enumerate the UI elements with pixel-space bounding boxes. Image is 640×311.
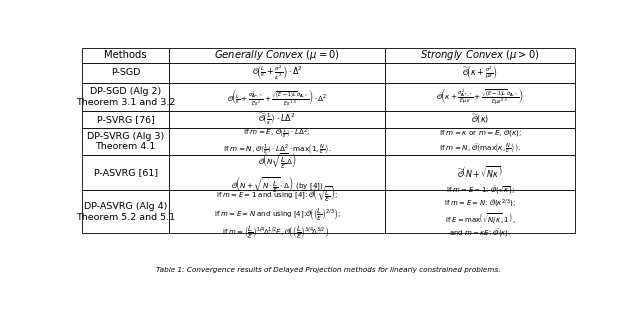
Text: P-SGD: P-SGD (111, 68, 140, 77)
Bar (169, 48, 385, 63)
Text: If $m=E=1$: $\widetilde{\mathcal{O}}(\sqrt{\kappa})$;
If $m=E=N$: $\widetilde{\m: If $m=E=1$: $\widetilde{\mathcal{O}}(\sq… (444, 185, 516, 239)
Text: If $m=E=1$ and using [4]: $\widetilde{\mathcal{O}}\!\left(\sqrt{\dfrac{L}{\varep: If $m=E=1$ and using [4]: $\widetilde{\m… (214, 183, 340, 240)
Bar (83, 155, 169, 190)
Bar (83, 48, 169, 63)
Text: Table 1: Convergence results of Delayed Projection methods for linearly constrai: Table 1: Convergence results of Delayed … (156, 267, 500, 273)
Bar (83, 190, 169, 234)
Bar (169, 155, 385, 190)
Text: DP-SGD (Alg 2)
Theorem 3.1 and 3.2: DP-SGD (Alg 2) Theorem 3.1 and 3.2 (76, 87, 175, 107)
Bar (385, 63, 575, 83)
Bar (385, 111, 575, 128)
Text: If $m=\kappa$ or $m=E$, $\widetilde{\mathcal{O}}(\kappa)$;
If $m=N$, $\widetilde: If $m=\kappa$ or $m=E$, $\widetilde{\mat… (438, 128, 522, 155)
Text: $\widetilde{\mathcal{O}}(\kappa)$: $\widetilde{\mathcal{O}}(\kappa)$ (471, 113, 489, 126)
Text: P-SVRG [76]: P-SVRG [76] (97, 115, 154, 124)
Text: $\widetilde{\mathcal{O}}\!\left(\frac{1}{\varepsilon}\right)\cdot L\Delta^2$: $\widetilde{\mathcal{O}}\!\left(\frac{1}… (259, 112, 296, 127)
Text: $\mathcal{O}\!\left(\frac{L}{\varepsilon}+\frac{\sigma_{\mathbf{A}^{\perp},*}^2}: $\mathcal{O}\!\left(\frac{L}{\varepsilon… (227, 87, 327, 107)
Text: DP-ASVRG (Alg 4)
Theorem 5.2 and 5.1: DP-ASVRG (Alg 4) Theorem 5.2 and 5.1 (76, 202, 175, 222)
Text: $\widetilde{\mathcal{O}}\!\left(N+\sqrt{N\kappa}\right)$: $\widetilde{\mathcal{O}}\!\left(N+\sqrt{… (457, 165, 503, 180)
Text: DP-SVRG (Alg 3)
Theorem 4.1: DP-SVRG (Alg 3) Theorem 4.1 (87, 132, 164, 151)
Bar (83, 63, 169, 83)
Text: Methods: Methods (104, 50, 147, 60)
Text: $\widetilde{\mathcal{O}}\!\left(\kappa+\frac{\sigma^2}{\mu\varepsilon}\right)$: $\widetilde{\mathcal{O}}\!\left(\kappa+\… (462, 64, 498, 81)
Bar (83, 128, 169, 155)
Text: $\widetilde{\mathcal{O}}\!\left(N\sqrt{\dfrac{L}{\varepsilon}}\Delta\right)$
$\w: $\widetilde{\mathcal{O}}\!\left(N\sqrt{\… (230, 151, 323, 195)
Bar (385, 190, 575, 234)
Bar (169, 111, 385, 128)
Bar (83, 83, 169, 111)
Text: $\mathcal{O}\!\left(\frac{L}{\varepsilon}+\frac{\sigma^2}{\varepsilon^2}\right)\: $\mathcal{O}\!\left(\frac{L}{\varepsilon… (252, 64, 303, 82)
Bar (385, 83, 575, 111)
Text: $\widetilde{\mathcal{O}}\!\left(\kappa+\frac{\sigma_{\mathbf{A}^{\perp},*}^2}{E\: $\widetilde{\mathcal{O}}\!\left(\kappa+\… (436, 87, 524, 107)
Bar (169, 128, 385, 155)
Bar (385, 48, 575, 63)
Text: Generally Convex $(\mu=0)$: Generally Convex $(\mu=0)$ (214, 49, 340, 63)
Bar (169, 83, 385, 111)
Text: P-ASVRG [61]: P-ASVRG [61] (93, 168, 157, 177)
Bar (83, 111, 169, 128)
Text: If $m=E$, $\mathcal{O}\!\left(\frac{1}{\varepsilon}\right)\cdot L\Delta^2$;
If $: If $m=E$, $\mathcal{O}\!\left(\frac{1}{\… (223, 127, 332, 156)
Bar (385, 155, 575, 190)
Bar (385, 128, 575, 155)
Text: Strongly Convex $(\mu>0)$: Strongly Convex $(\mu>0)$ (420, 49, 540, 63)
Bar (169, 63, 385, 83)
Bar (169, 190, 385, 234)
